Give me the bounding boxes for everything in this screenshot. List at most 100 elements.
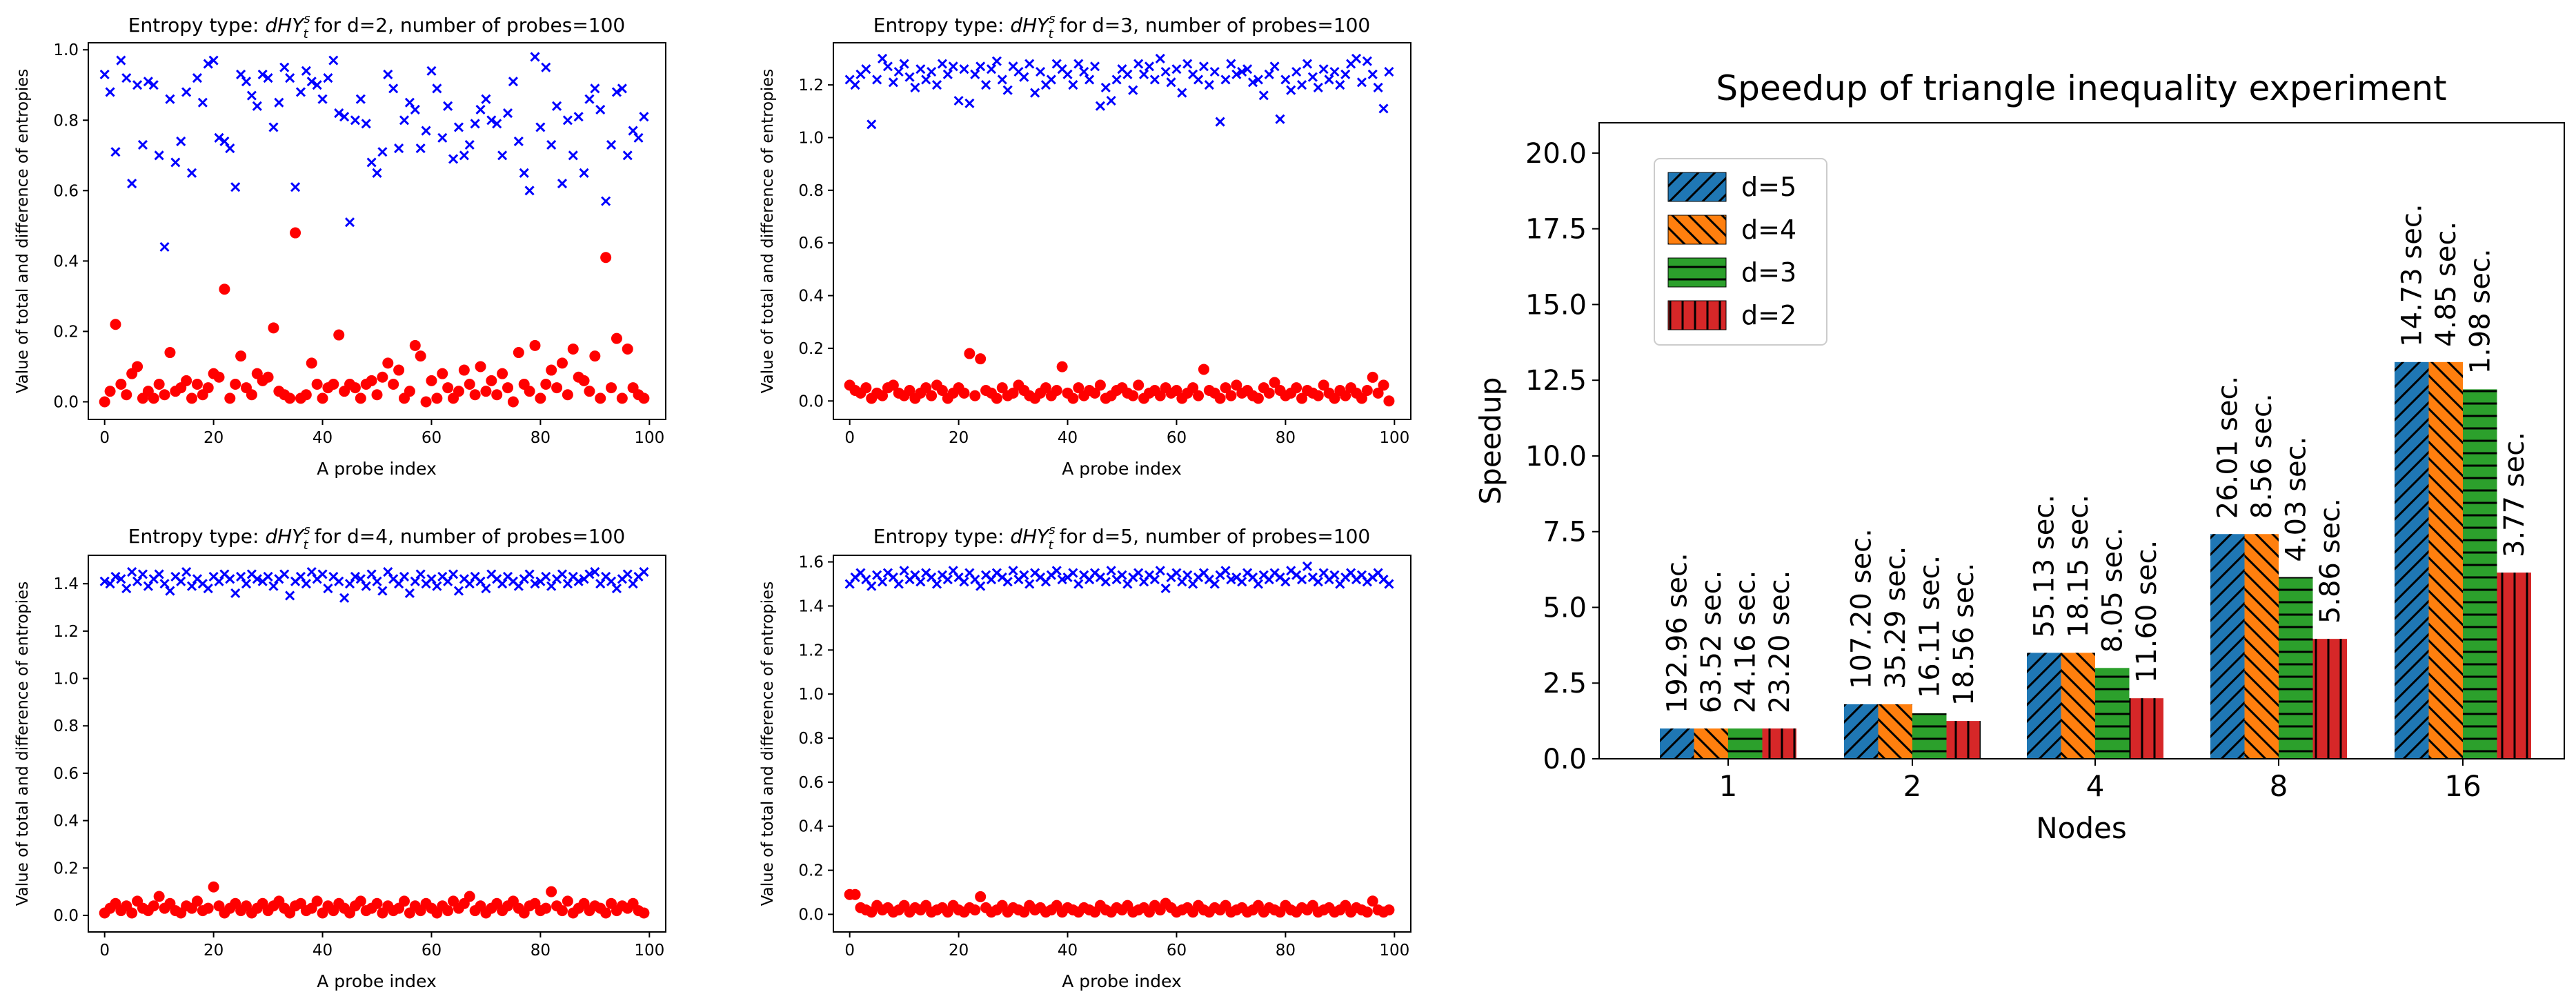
total-marker bbox=[197, 97, 208, 108]
difference-marker bbox=[355, 895, 366, 907]
total-marker bbox=[1258, 90, 1269, 101]
total-marker bbox=[492, 119, 502, 129]
total-marker bbox=[628, 126, 638, 136]
total-marker bbox=[1253, 579, 1263, 589]
total-marker bbox=[1139, 69, 1149, 79]
total-marker bbox=[1318, 64, 1329, 75]
total-marker bbox=[410, 576, 420, 586]
legend-entry-d4: d=4 bbox=[1667, 215, 1796, 245]
total-marker bbox=[432, 83, 442, 94]
difference-marker bbox=[969, 904, 981, 916]
total-marker bbox=[279, 62, 290, 72]
total-marker bbox=[1302, 561, 1313, 572]
x-tick-label: 100 bbox=[1379, 429, 1409, 447]
total-marker bbox=[1002, 577, 1013, 587]
total-marker bbox=[486, 115, 497, 126]
difference-marker bbox=[546, 364, 557, 376]
total-marker bbox=[121, 584, 132, 594]
total-marker bbox=[1297, 575, 1307, 585]
plot-frame bbox=[1598, 122, 2565, 759]
bar-hatch bbox=[1694, 728, 1728, 759]
total-marker bbox=[1073, 59, 1084, 69]
bar-data-label: 4.85 sec. bbox=[2430, 221, 2462, 347]
total-marker bbox=[176, 136, 186, 146]
total-marker bbox=[1024, 579, 1035, 589]
total-marker bbox=[530, 579, 540, 589]
total-marker bbox=[252, 574, 262, 584]
difference-marker bbox=[469, 389, 481, 401]
bar-hatch bbox=[2210, 534, 2245, 759]
total-marker bbox=[541, 571, 551, 582]
difference-marker bbox=[126, 907, 138, 919]
total-marker bbox=[181, 87, 192, 97]
bar-hatch bbox=[1912, 713, 1947, 759]
difference-marker bbox=[1220, 382, 1231, 394]
x-tick-label: 20 bbox=[204, 429, 224, 447]
total-marker bbox=[344, 579, 355, 589]
total-marker bbox=[1367, 69, 1378, 79]
total-marker bbox=[127, 566, 137, 577]
y-tick-label: 7.5 bbox=[1543, 517, 1587, 548]
y-tick-label: 1.0 bbox=[53, 671, 79, 688]
x-axis-label: A probe index bbox=[317, 971, 437, 991]
total-marker bbox=[1264, 69, 1274, 79]
bar-hatch bbox=[1728, 728, 1763, 759]
total-marker bbox=[99, 576, 110, 586]
total-marker bbox=[426, 574, 437, 584]
total-marker bbox=[953, 95, 964, 106]
difference-marker bbox=[371, 389, 383, 401]
y-tick-label: 0.8 bbox=[798, 182, 824, 200]
total-marker bbox=[590, 566, 600, 577]
total-marker bbox=[1030, 88, 1040, 98]
difference-marker bbox=[1372, 387, 1384, 399]
x-axis-label: A probe index bbox=[1062, 971, 1182, 991]
total-marker bbox=[127, 179, 137, 189]
total-marker bbox=[606, 576, 617, 586]
total-marker bbox=[530, 52, 540, 62]
difference-marker bbox=[524, 386, 535, 397]
total-marker bbox=[878, 577, 888, 587]
difference-marker bbox=[926, 390, 938, 401]
total-marker bbox=[1242, 64, 1253, 75]
difference-marker bbox=[328, 378, 339, 390]
total-marker bbox=[1117, 570, 1127, 580]
difference-marker bbox=[202, 902, 214, 914]
total-marker bbox=[344, 217, 355, 228]
difference-marker bbox=[235, 350, 247, 362]
x-axis-label: A probe index bbox=[317, 459, 437, 479]
total-marker bbox=[866, 119, 877, 130]
y-tick-label: 0.2 bbox=[798, 862, 824, 880]
total-marker bbox=[263, 72, 273, 83]
difference-marker bbox=[936, 385, 948, 396]
y-tick-label: 0.0 bbox=[798, 906, 824, 924]
bar-data-label: 63.52 sec. bbox=[1696, 570, 1727, 713]
total-marker bbox=[639, 566, 649, 577]
total-marker bbox=[1095, 101, 1105, 111]
total-marker bbox=[1024, 59, 1035, 69]
y-tick-label: 1.4 bbox=[798, 597, 824, 615]
scatter-panel-d5: 0 20 40 60 80 1000.00.20.40.60.81.01.21.41.6 … bbox=[759, 523, 1411, 991]
difference-marker bbox=[262, 371, 274, 383]
total-marker bbox=[443, 576, 453, 586]
x-tick-label: 16 bbox=[2444, 769, 2481, 803]
total-marker bbox=[899, 59, 909, 69]
total-marker bbox=[186, 168, 197, 178]
legend-entry-d2: d=2 bbox=[1667, 300, 1796, 330]
x-axis-label: Nodes bbox=[2036, 811, 2127, 845]
total-marker bbox=[562, 579, 573, 589]
total-marker bbox=[1280, 75, 1291, 85]
total-marker bbox=[975, 581, 986, 591]
difference-marker bbox=[920, 382, 932, 394]
bar-hatch bbox=[2095, 668, 2130, 759]
total-marker bbox=[1155, 53, 1165, 63]
difference-marker bbox=[311, 895, 323, 907]
total-marker bbox=[241, 579, 252, 589]
legend-entry-d5: d=5 bbox=[1667, 172, 1796, 202]
total-marker bbox=[355, 94, 366, 104]
total-marker bbox=[1177, 88, 1187, 98]
total-marker bbox=[214, 576, 224, 586]
total-marker bbox=[464, 579, 475, 589]
total-marker bbox=[475, 104, 486, 115]
total-marker bbox=[611, 584, 622, 594]
total-marker bbox=[186, 581, 197, 591]
